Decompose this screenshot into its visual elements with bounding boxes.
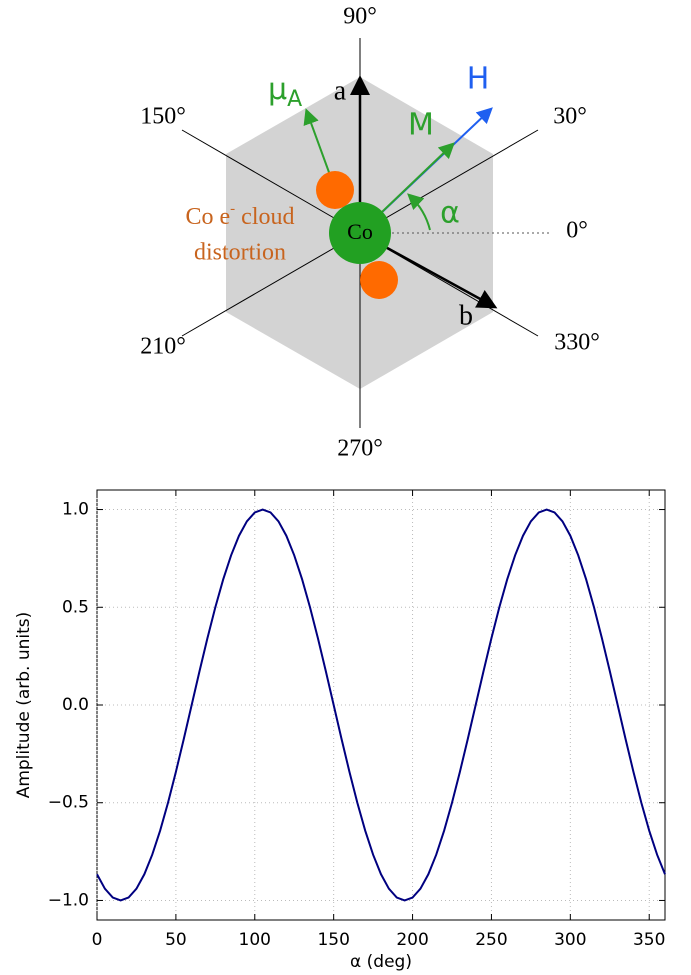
angle-label: 90° — [343, 4, 377, 30]
cloud-lobe — [360, 261, 398, 299]
x-axis-label: α (deg) — [350, 952, 412, 972]
x-tick-label: 100 — [239, 930, 271, 950]
chart: α (deg) Amplitude (arb. units) 0 50 100 150… — [14, 489, 666, 972]
x-tick-label: 150 — [317, 930, 349, 950]
atom-label: Co — [347, 219, 373, 244]
y-tick-label: 0.0 — [62, 695, 89, 715]
axis-a-label: a — [334, 75, 347, 106]
angle-label: 210° — [140, 334, 186, 360]
axis-b-label: b — [459, 300, 473, 331]
cloud-label: distortion — [194, 240, 286, 266]
mu-label: μA — [268, 72, 302, 113]
angle-label: 30° — [553, 104, 587, 130]
co-atom — [329, 202, 391, 264]
angle-label: 0° — [566, 218, 588, 244]
alpha-label: α — [440, 196, 460, 231]
line-series — [96, 508, 666, 902]
x-tick-label: 50 — [165, 930, 187, 950]
cloud-label: Co e- cloud — [186, 201, 295, 229]
cloud-lobe — [316, 171, 354, 209]
h-label: H — [467, 62, 490, 97]
y-tick-label: 0.5 — [62, 597, 89, 617]
angle-arc — [407, 193, 431, 231]
y-axis-label: Amplitude (arb. units) — [14, 612, 34, 799]
y-tick-label: −0.5 — [48, 793, 89, 813]
diagram: Co 90° 30° 0° 330° 270° 210° 150° a b H … — [140, 4, 600, 462]
y-tick-label: 1.0 — [62, 500, 89, 520]
m-label: M — [408, 108, 434, 143]
x-tick-label: 250 — [475, 930, 507, 950]
x-tick-label: 200 — [396, 930, 428, 950]
angle-label: 270° — [337, 436, 383, 462]
x-tick-label: 350 — [633, 930, 665, 950]
angle-label: 330° — [554, 330, 600, 356]
x-tick-label: 0 — [92, 930, 103, 950]
x-tick-label: 300 — [554, 930, 586, 950]
y-tick-label: −1.0 — [48, 890, 89, 910]
angle-label: 150° — [140, 104, 186, 130]
